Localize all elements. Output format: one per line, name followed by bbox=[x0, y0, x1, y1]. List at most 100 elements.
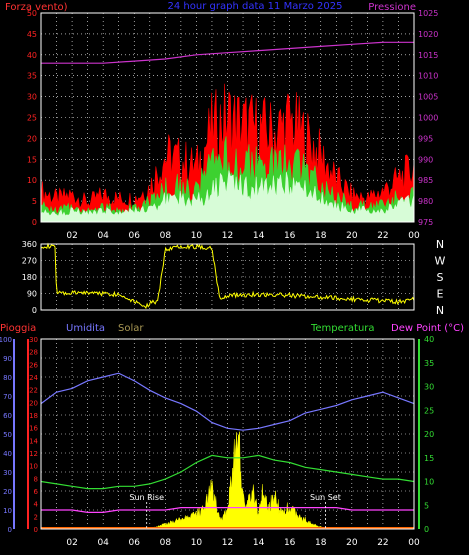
humidity-y-tick-30: 30 bbox=[3, 469, 12, 477]
humidity-y-tick-60: 60 bbox=[3, 412, 12, 420]
wind-y-tick-0: 0 bbox=[32, 218, 37, 227]
rain-y-tick-26: 26 bbox=[29, 361, 38, 369]
wind-x-tick-00: 00 bbox=[408, 231, 420, 241]
direction-y-tick-0: 0 bbox=[32, 306, 37, 315]
direction-y-tick-360: 360 bbox=[22, 240, 37, 249]
wind-y-tick-5: 5 bbox=[32, 197, 37, 206]
temperature-axis-title: Temperatura bbox=[310, 323, 375, 334]
temp-y-tick-10: 10 bbox=[424, 478, 434, 487]
wind-x-tick-20: 20 bbox=[346, 231, 358, 241]
wind-x-tick-14: 14 bbox=[253, 231, 265, 241]
climate-x-tick-16: 16 bbox=[284, 538, 296, 548]
rain-y-tick-18: 18 bbox=[29, 412, 38, 420]
temp-y-tick-5: 5 bbox=[424, 501, 429, 510]
wind-x-tick-02: 02 bbox=[66, 231, 77, 241]
wind-x-tick-04: 04 bbox=[97, 231, 109, 241]
wind-x-tick-06: 06 bbox=[129, 231, 141, 241]
dewpoint-axis-title: Dew Point (°C) bbox=[391, 323, 464, 334]
rain-y-tick-22: 22 bbox=[29, 387, 38, 395]
rain-y-tick-30: 30 bbox=[29, 336, 38, 344]
direction-grid bbox=[41, 243, 414, 311]
pressure-y-tick-1015: 1015 bbox=[418, 51, 438, 60]
pressure-y-tick-1025: 1025 bbox=[418, 9, 438, 18]
pressure-y-tick-980: 980 bbox=[418, 197, 433, 206]
temp-y-tick-35: 35 bbox=[424, 359, 434, 368]
dewpoint-line bbox=[41, 507, 414, 514]
temp-y-tick-30: 30 bbox=[424, 383, 434, 392]
wind-axis-title: Forza vento) bbox=[5, 2, 68, 13]
pressure-y-tick-1020: 1020 bbox=[418, 30, 438, 39]
temp-y-tick-20: 20 bbox=[424, 430, 434, 439]
wind-series-0 bbox=[40, 83, 415, 223]
wind-y-tick-20: 20 bbox=[27, 134, 37, 143]
rain-y-tick-16: 16 bbox=[29, 425, 38, 433]
pressure-line bbox=[41, 41, 414, 64]
rain-y-tick-2: 2 bbox=[34, 513, 38, 521]
climate-x-tick-08: 08 bbox=[160, 538, 172, 548]
chart-title: 24 hour graph data 11 Marzo 2025 bbox=[168, 1, 343, 12]
wind-y-tick-25: 25 bbox=[27, 114, 37, 123]
humidity-y-tick-0: 0 bbox=[8, 526, 12, 534]
direction-letter-E-3: E bbox=[437, 288, 444, 301]
temp-y-tick-15: 15 bbox=[424, 454, 434, 463]
climate-x-tick-10: 10 bbox=[191, 538, 203, 548]
wind-x-tick-22: 22 bbox=[377, 231, 388, 241]
climate-x-tick-00: 00 bbox=[408, 538, 420, 548]
rain-y-tick-14: 14 bbox=[29, 437, 38, 445]
direction-series bbox=[40, 242, 415, 310]
direction-letter-N-0: N bbox=[436, 238, 444, 251]
wind-y-tick-45: 45 bbox=[27, 30, 37, 39]
temp-y-tick-25: 25 bbox=[424, 406, 434, 415]
humidity-line bbox=[40, 372, 415, 431]
wind-series-1 bbox=[40, 136, 415, 223]
temperature-line bbox=[40, 454, 415, 490]
rain-y-tick-12: 12 bbox=[29, 450, 38, 458]
pressure-y-tick-990: 990 bbox=[418, 155, 433, 164]
rain-axis-title: Pioggia bbox=[0, 323, 36, 334]
solar-axis-title: Solar bbox=[118, 323, 144, 334]
climate-x-tick-12: 12 bbox=[222, 538, 233, 548]
wind-x-tick-10: 10 bbox=[191, 231, 203, 241]
climate-x-tick-22: 22 bbox=[377, 538, 388, 548]
sunrise-label: Sun Rise bbox=[129, 493, 164, 502]
humidity-axis-title: Umidita bbox=[66, 323, 105, 334]
humidity-y-tick-10: 10 bbox=[3, 507, 12, 515]
pressure-y-tick-1000: 1000 bbox=[418, 114, 438, 123]
rain-y-tick-24: 24 bbox=[29, 374, 38, 382]
pressure-y-tick-975: 975 bbox=[418, 218, 433, 227]
wind-y-tick-40: 40 bbox=[27, 51, 37, 60]
solar-area bbox=[146, 431, 326, 530]
direction-y-tick-270: 270 bbox=[22, 257, 37, 266]
direction-letter-W-1: W bbox=[435, 255, 446, 268]
direction-y-tick-180: 180 bbox=[22, 273, 37, 282]
climate-x-tick-14: 14 bbox=[253, 538, 265, 548]
climate-grid bbox=[41, 338, 414, 530]
climate-x-tick-18: 18 bbox=[315, 538, 327, 548]
humidity-y-tick-40: 40 bbox=[3, 450, 12, 458]
wind-x-tick-12: 12 bbox=[222, 231, 233, 241]
rain-y-tick-8: 8 bbox=[34, 475, 38, 483]
rain-y-tick-20: 20 bbox=[29, 399, 38, 407]
humidity-y-tick-50: 50 bbox=[3, 431, 12, 439]
humidity-y-tick-20: 20 bbox=[3, 488, 12, 496]
wind-x-tick-18: 18 bbox=[315, 231, 327, 241]
climate-x-tick-02: 02 bbox=[66, 538, 77, 548]
direction-frame bbox=[40, 243, 415, 311]
rain-y-tick-4: 4 bbox=[34, 501, 39, 509]
wind-y-tick-15: 15 bbox=[27, 155, 37, 164]
direction-letter-N-4: N bbox=[436, 304, 444, 317]
humidity-y-tick-90: 90 bbox=[3, 355, 12, 363]
rain-y-tick-10: 10 bbox=[29, 463, 38, 471]
wind-x-tick-08: 08 bbox=[160, 231, 172, 241]
humidity-y-tick-80: 80 bbox=[3, 374, 12, 382]
humidity-y-tick-70: 70 bbox=[3, 393, 12, 401]
sunset-label: Sun Set bbox=[310, 493, 341, 502]
climate-frame bbox=[40, 338, 415, 530]
pressure-y-tick-1005: 1005 bbox=[418, 93, 438, 102]
direction-y-tick-90: 90 bbox=[27, 290, 37, 299]
rain-y-tick-0: 0 bbox=[34, 526, 38, 534]
climate-x-tick-04: 04 bbox=[97, 538, 109, 548]
pressure-y-tick-1010: 1010 bbox=[418, 72, 438, 81]
wind-y-tick-10: 10 bbox=[27, 176, 37, 185]
